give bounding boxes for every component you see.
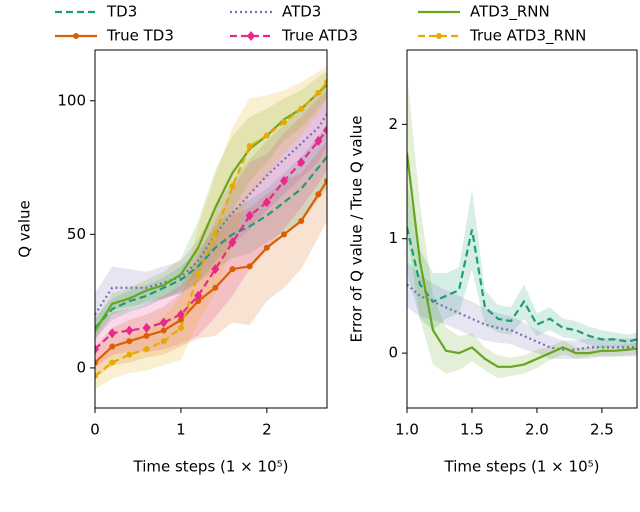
marker: [95, 359, 98, 366]
series-line: [95, 129, 327, 351]
legend-label: True ATD3_RNN: [469, 27, 586, 46]
marker: [212, 231, 219, 238]
marker: [143, 332, 150, 339]
marker: [108, 328, 117, 339]
y-tick-label: 50: [67, 225, 86, 243]
error-band: [407, 181, 637, 349]
legend-label: TD3: [106, 3, 137, 21]
marker: [142, 322, 151, 333]
plot-area: [95, 66, 327, 390]
marker: [211, 264, 220, 275]
series-line: [407, 283, 637, 351]
legend-label: ATD3: [282, 3, 321, 21]
marker: [212, 284, 219, 291]
marker: [280, 175, 289, 186]
marker: [109, 343, 116, 350]
x-tick-label: 1: [176, 421, 186, 439]
error-band: [95, 124, 327, 339]
y-tick-label: 0: [388, 344, 398, 362]
marker: [281, 119, 288, 126]
marker: [126, 338, 133, 345]
marker: [160, 338, 167, 345]
marker: [245, 210, 254, 221]
legend-label: True TD3: [106, 27, 174, 45]
marker: [95, 344, 99, 355]
y-tick-label: 2: [388, 115, 398, 133]
marker: [228, 237, 237, 248]
marker: [314, 135, 323, 146]
x-axis-label: Time steps (1 × 10⁵): [444, 458, 600, 476]
y-tick-label: 0: [76, 358, 86, 376]
x-tick-label: 2.0: [525, 421, 549, 439]
y-tick-label: 100: [57, 91, 86, 109]
marker: [246, 263, 253, 270]
series-line: [95, 83, 327, 332]
marker: [177, 324, 184, 331]
x-tick-label: 0: [90, 421, 100, 439]
error-band: [95, 66, 327, 390]
marker: [315, 89, 322, 96]
marker: [323, 125, 327, 136]
marker: [297, 157, 306, 168]
marker: [298, 105, 305, 112]
series-line: [95, 156, 327, 329]
marker: [95, 372, 98, 379]
marker: [229, 183, 236, 190]
error-band: [95, 71, 327, 342]
legend-marker: [247, 31, 255, 41]
marker: [159, 317, 168, 328]
marker: [246, 143, 253, 150]
series-line: [407, 152, 637, 368]
x-tick-label: 2: [262, 421, 272, 439]
x-axis-label: Time steps (1 × 10⁵): [133, 458, 289, 476]
marker: [109, 359, 116, 366]
marker: [195, 271, 202, 278]
axes-frame: [94, 49, 328, 409]
y-axis-label: Q value: [16, 200, 34, 258]
legend-label: True ATD3: [281, 27, 358, 45]
legend-marker: [73, 33, 79, 39]
marker: [194, 290, 203, 301]
marker: [126, 351, 133, 358]
plot-area: [407, 72, 637, 379]
marker: [315, 191, 322, 198]
legend-label: ATD3_RNN: [470, 3, 550, 22]
marker: [324, 79, 327, 86]
x-tick-label: 1.5: [460, 421, 484, 439]
axes-frame: [406, 49, 638, 409]
marker: [176, 309, 185, 320]
marker: [263, 244, 270, 251]
marker: [229, 266, 236, 273]
marker: [160, 327, 167, 334]
error-band: [407, 261, 637, 359]
error-band: [95, 90, 327, 368]
marker: [263, 132, 270, 139]
marker: [262, 197, 271, 208]
error-band: [95, 82, 327, 336]
marker: [195, 298, 202, 305]
x-tick-label: 2.5: [590, 421, 614, 439]
legend-marker: [436, 33, 442, 39]
y-tick-label: 1: [388, 229, 398, 247]
marker: [177, 316, 184, 323]
marker: [281, 231, 288, 238]
y-axis-label: Error of Q value / True Q value: [348, 116, 366, 343]
x-tick-label: 1.0: [395, 421, 419, 439]
series-line: [407, 227, 637, 343]
marker: [298, 217, 305, 224]
marker: [143, 346, 150, 353]
marker: [324, 177, 327, 184]
marker: [125, 325, 134, 336]
